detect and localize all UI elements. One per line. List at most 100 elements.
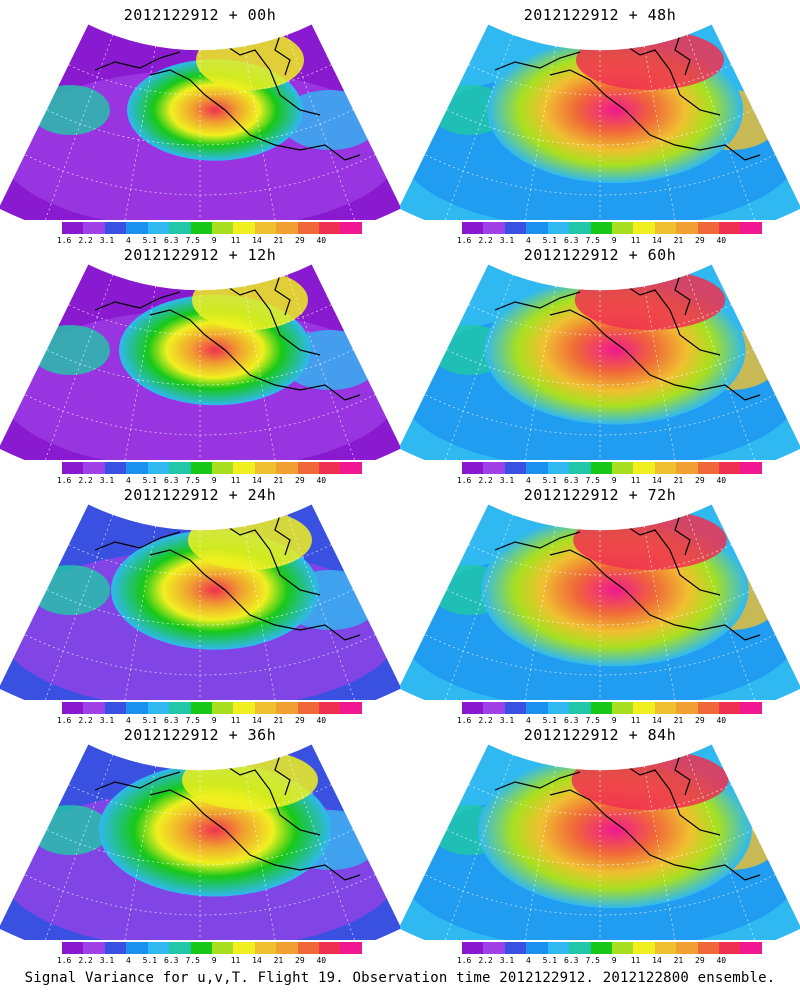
colorbar-swatch [526,702,548,714]
colorbar-tick-label: 9 [611,236,617,245]
map-panel-84h: 2012122912 + 84h 1.6 2.2 3.1 4 5.1 6.3 7.5 9 11 14… [400,720,800,965]
colorbar-swatch [276,222,298,234]
colorbar-tick-label: 14 [652,476,662,485]
colorbar-tick-label: 40 [716,476,727,485]
colorbar-swatch [483,462,505,474]
colorbar-swatch [211,702,234,714]
colorbar-swatch [104,222,127,234]
colorbar-tick-label: 4 [526,236,531,245]
colorbar-tick-label: 29 [295,236,305,245]
colorbar-tick-label: 4 [126,716,131,725]
colorbar-tick-label: 9 [211,476,217,485]
colorbar-swatch [126,942,148,954]
map-panel-00h: 2012122912 + 00h 1.6 2.2 3.1 4 5.1 6.3 7.5 9 11 14… [0,0,400,245]
colorbar-tick-label: 14 [252,476,262,485]
colorbar-tick-label: 9 [611,956,617,965]
figure-caption: Signal Variance for u,v,T. Flight 19. Ob… [24,970,776,986]
colorbar-swatch [297,462,320,474]
colorbar-swatch [104,462,127,474]
colorbar-tick-label: 7.5 [185,716,200,725]
colorbar-tick-label: 11 [230,236,241,245]
colorbar-tick-label: 2.2 [478,716,493,725]
colorbar-tick-label: 11 [630,956,641,965]
colorbar-tick-label: 3.1 [499,236,515,245]
colorbar-swatch [547,942,570,954]
colorbar-tick-label: 3.1 [99,956,115,965]
colorbar-tick-label: 7.5 [585,236,600,245]
colorbar-swatch [504,702,527,714]
colorbar-tick-label: 2.2 [478,236,493,245]
colorbar-tick-label: 7.5 [585,716,600,725]
colorbar-tick-label: 29 [295,956,305,965]
colorbar-tick-label: 1.6 [56,476,72,485]
colorbar-tick-label: 6.3 [564,236,579,245]
colorbar-swatch [526,462,548,474]
colorbar-tick-label: 5.1 [142,236,158,245]
colorbar-swatch [740,462,762,474]
colorbar-swatch [297,222,320,234]
colorbar-swatch [62,942,84,954]
colorbar-swatch [169,462,191,474]
colorbar-swatch [147,462,170,474]
colorbar-swatch [697,222,720,234]
colorbar-swatch [569,222,591,234]
colorbar-swatch [233,702,255,714]
colorbar-tick-label: 2.2 [78,716,93,725]
colorbar-tick-label: 40 [716,956,727,965]
colorbar-swatch [611,462,634,474]
colorbar-tick-label: 29 [295,476,305,485]
colorbar-swatch [254,942,277,954]
colorbar-tick-label: 21 [273,236,284,245]
panel-title: 2012122912 + 24h [123,486,277,504]
colorbar-swatch [83,702,105,714]
colorbar-tick-label: 9 [211,956,217,965]
colorbar-swatch [611,942,634,954]
colorbar-swatch [319,942,341,954]
panel-title: 2012122912 + 12h [123,246,277,264]
map-panel-60h: 2012122912 + 60h 1.6 2.2 3.1 4 5.1 6.3 7.5 9 11 14… [400,240,800,485]
colorbar-swatch [633,702,655,714]
colorbar-tick-label: 14 [652,716,662,725]
colorbar-tick-label: 14 [652,236,662,245]
colorbar-swatch [526,942,548,954]
colorbar-tick-label: 40 [716,236,727,245]
colorbar-swatch [340,222,362,234]
map-panel-72h: 2012122912 + 72h 1.6 2.2 3.1 4 5.1 6.3 7.5 9 11 14… [400,480,800,725]
colorbar-swatch [676,942,698,954]
colorbar-tick-label: 3.1 [499,716,515,725]
colorbar-swatch [254,462,277,474]
colorbar-swatch [633,462,655,474]
colorbar-swatch [590,702,612,714]
colorbar-swatch [611,702,634,714]
colorbar-swatch [740,222,762,234]
variance-map [400,503,800,700]
colorbar-ticks: 1.6 2.2 3.1 4 5.1 6.3 7.5 9 11 14 21 29 40 [457,236,762,246]
colorbar-tick-label: 29 [695,956,705,965]
colorbar-tick-label: 3.1 [99,716,115,725]
colorbar-tick-label: 4 [126,476,131,485]
colorbar-tick-label: 40 [716,716,727,725]
colorbar-swatch [483,222,505,234]
colorbar [62,462,362,474]
variance-map [0,743,400,940]
colorbar-tick-label: 4 [126,956,131,965]
colorbar-swatch [276,942,298,954]
colorbar-swatch [654,702,677,714]
colorbar-tick-label: 21 [673,716,684,725]
colorbar-tick-label: 6.3 [564,956,579,965]
colorbar-tick-label: 5.1 [142,716,158,725]
colorbar-tick-label: 2.2 [78,956,93,965]
colorbar-tick-label: 40 [316,716,327,725]
colorbar-tick-label: 6.3 [164,476,179,485]
colorbar-swatch [676,222,698,234]
panel-title: 2012122912 + 84h [523,726,677,744]
panel-title: 2012122912 + 00h [123,6,277,24]
colorbar-tick-label: 11 [230,716,241,725]
panel-title: 2012122912 + 36h [123,726,277,744]
colorbar-tick-label: 2.2 [478,476,493,485]
colorbar-swatch [83,942,105,954]
colorbar-swatch [633,942,655,954]
colorbar-tick-label: 6.3 [164,716,179,725]
colorbar-tick-label: 6.3 [564,716,579,725]
colorbar-swatch [233,942,255,954]
